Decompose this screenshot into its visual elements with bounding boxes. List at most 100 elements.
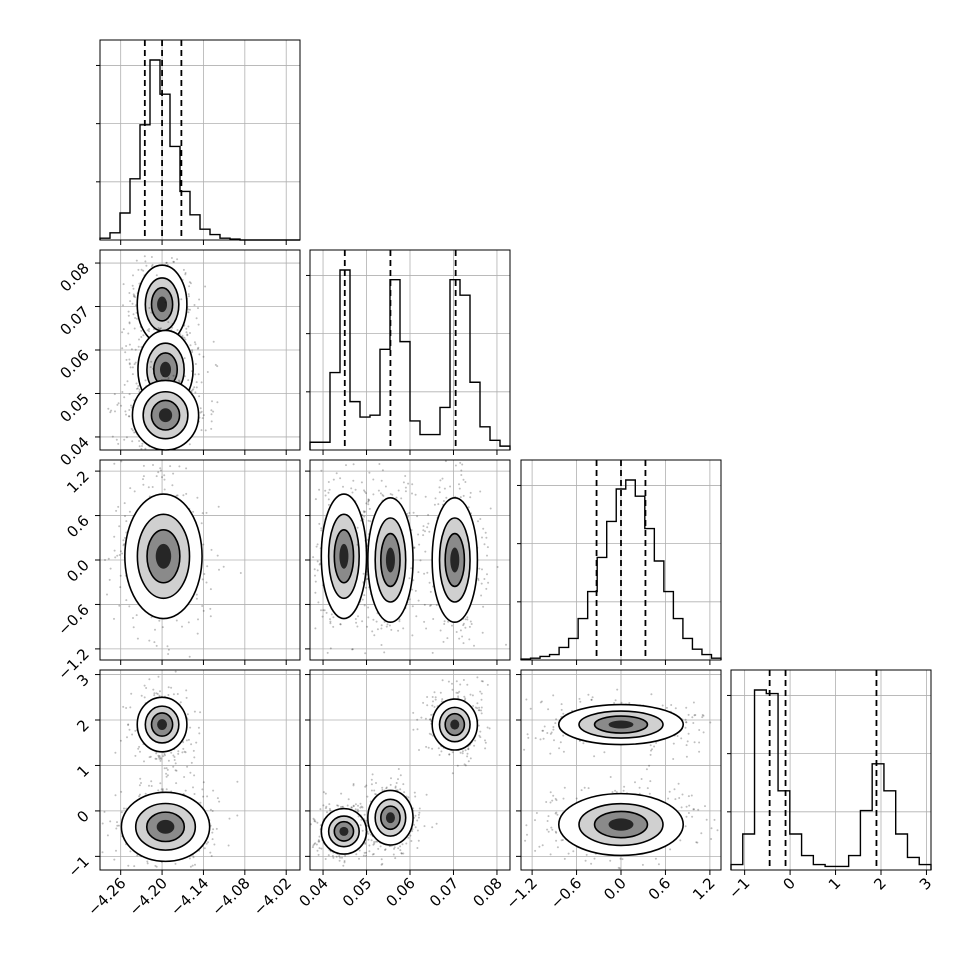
scatter-point [477,520,479,523]
scatter-point [425,627,428,630]
scatter-point [320,847,323,850]
scatter-point [115,438,118,441]
y-tick-label: 0 [73,807,92,826]
scatter-point [419,559,422,562]
scatter-point [210,409,213,412]
contour-line [431,698,479,751]
scatter-point [172,374,175,377]
scatter-point [314,627,317,630]
scatter-point [488,727,491,730]
scatter-point [362,854,365,857]
scatter-point [151,263,154,266]
density-fill [450,547,460,573]
scatter-point [134,729,137,732]
scatter-point [467,506,470,509]
density-fill [385,812,395,824]
scatter-point [130,404,132,407]
scatter-point [313,843,316,846]
scatter-point [352,463,355,466]
scatter-point [180,298,183,301]
scatter-point [322,609,325,612]
scatter-point [122,539,125,542]
scatter-point [324,792,327,795]
scatter-point [318,835,321,838]
scatter-point [388,624,391,627]
scatter-point [454,464,457,467]
scatter-point [362,581,365,584]
scatter-point [313,818,316,821]
scatter-point [193,756,196,759]
scatter-point [562,734,565,737]
scatter-point [191,351,194,353]
scatter-point [343,861,346,864]
scatter-point [151,486,154,488]
scatter-point [127,864,130,867]
scatter-point [172,693,175,696]
scatter-point [134,754,137,757]
scatter-point [616,688,619,691]
scatter-point [558,747,561,750]
scatter-point [380,644,383,646]
scatter-point [130,348,133,351]
scatter-point [364,842,367,845]
scatter-point [166,774,169,777]
scatter-point [184,273,187,276]
y-tick-label: 0.04 [56,433,92,469]
scatter-point [318,840,321,843]
scatter-point [332,478,335,481]
scatter-point [159,690,161,693]
scatter-point [476,702,479,705]
scatter-point [429,604,431,607]
scatter-point [459,629,462,632]
scatter-point [505,643,507,646]
scatter-point [351,491,354,494]
scatter-point [195,593,198,596]
scatter-point [202,414,205,417]
scatter-point [363,594,366,597]
scatter-point [216,365,219,368]
scatter-point [363,851,366,854]
scatter-point [439,629,442,632]
scatter-point [197,307,199,310]
scatter-point [316,821,319,824]
scatter-point [339,477,342,480]
scatter-point [119,574,122,577]
scatter-point [469,693,472,696]
scatter-point [319,808,322,811]
scatter-point [444,460,447,463]
scatter-point [365,545,368,548]
scatter-point [398,620,401,623]
scatter-point [390,777,392,780]
scatter-point [407,836,410,839]
scatter-point [201,605,204,607]
scatter-point [414,826,417,829]
scatter-point [178,379,180,382]
scatter-point [479,690,482,693]
scatter-point [163,767,166,770]
scatter-point [163,753,166,755]
scatter-point [192,388,195,391]
scatter-point [111,435,114,438]
scatter-point [685,721,688,724]
scatter-point [404,486,407,489]
scatter-point [470,623,473,625]
scatter-point [477,579,480,582]
scatter-point [175,769,178,772]
y-tick-label: 3 [73,671,92,690]
scatter-point [467,748,470,751]
scatter-point [163,478,166,481]
y-tick-label: 0.05 [56,390,92,426]
scatter-point [152,372,155,375]
scatter-point [482,527,485,530]
scatter-point [317,840,320,843]
scatter-point [463,699,466,701]
scatter-point [113,549,116,552]
scatter-point [481,568,483,571]
y-tick-label: 0.08 [56,259,92,295]
scatter-point [143,255,146,258]
scatter-point [210,420,213,423]
scatter-point [320,609,322,612]
scatter-point [321,615,324,618]
scatter-point [434,497,437,500]
scatter-point [422,534,425,537]
